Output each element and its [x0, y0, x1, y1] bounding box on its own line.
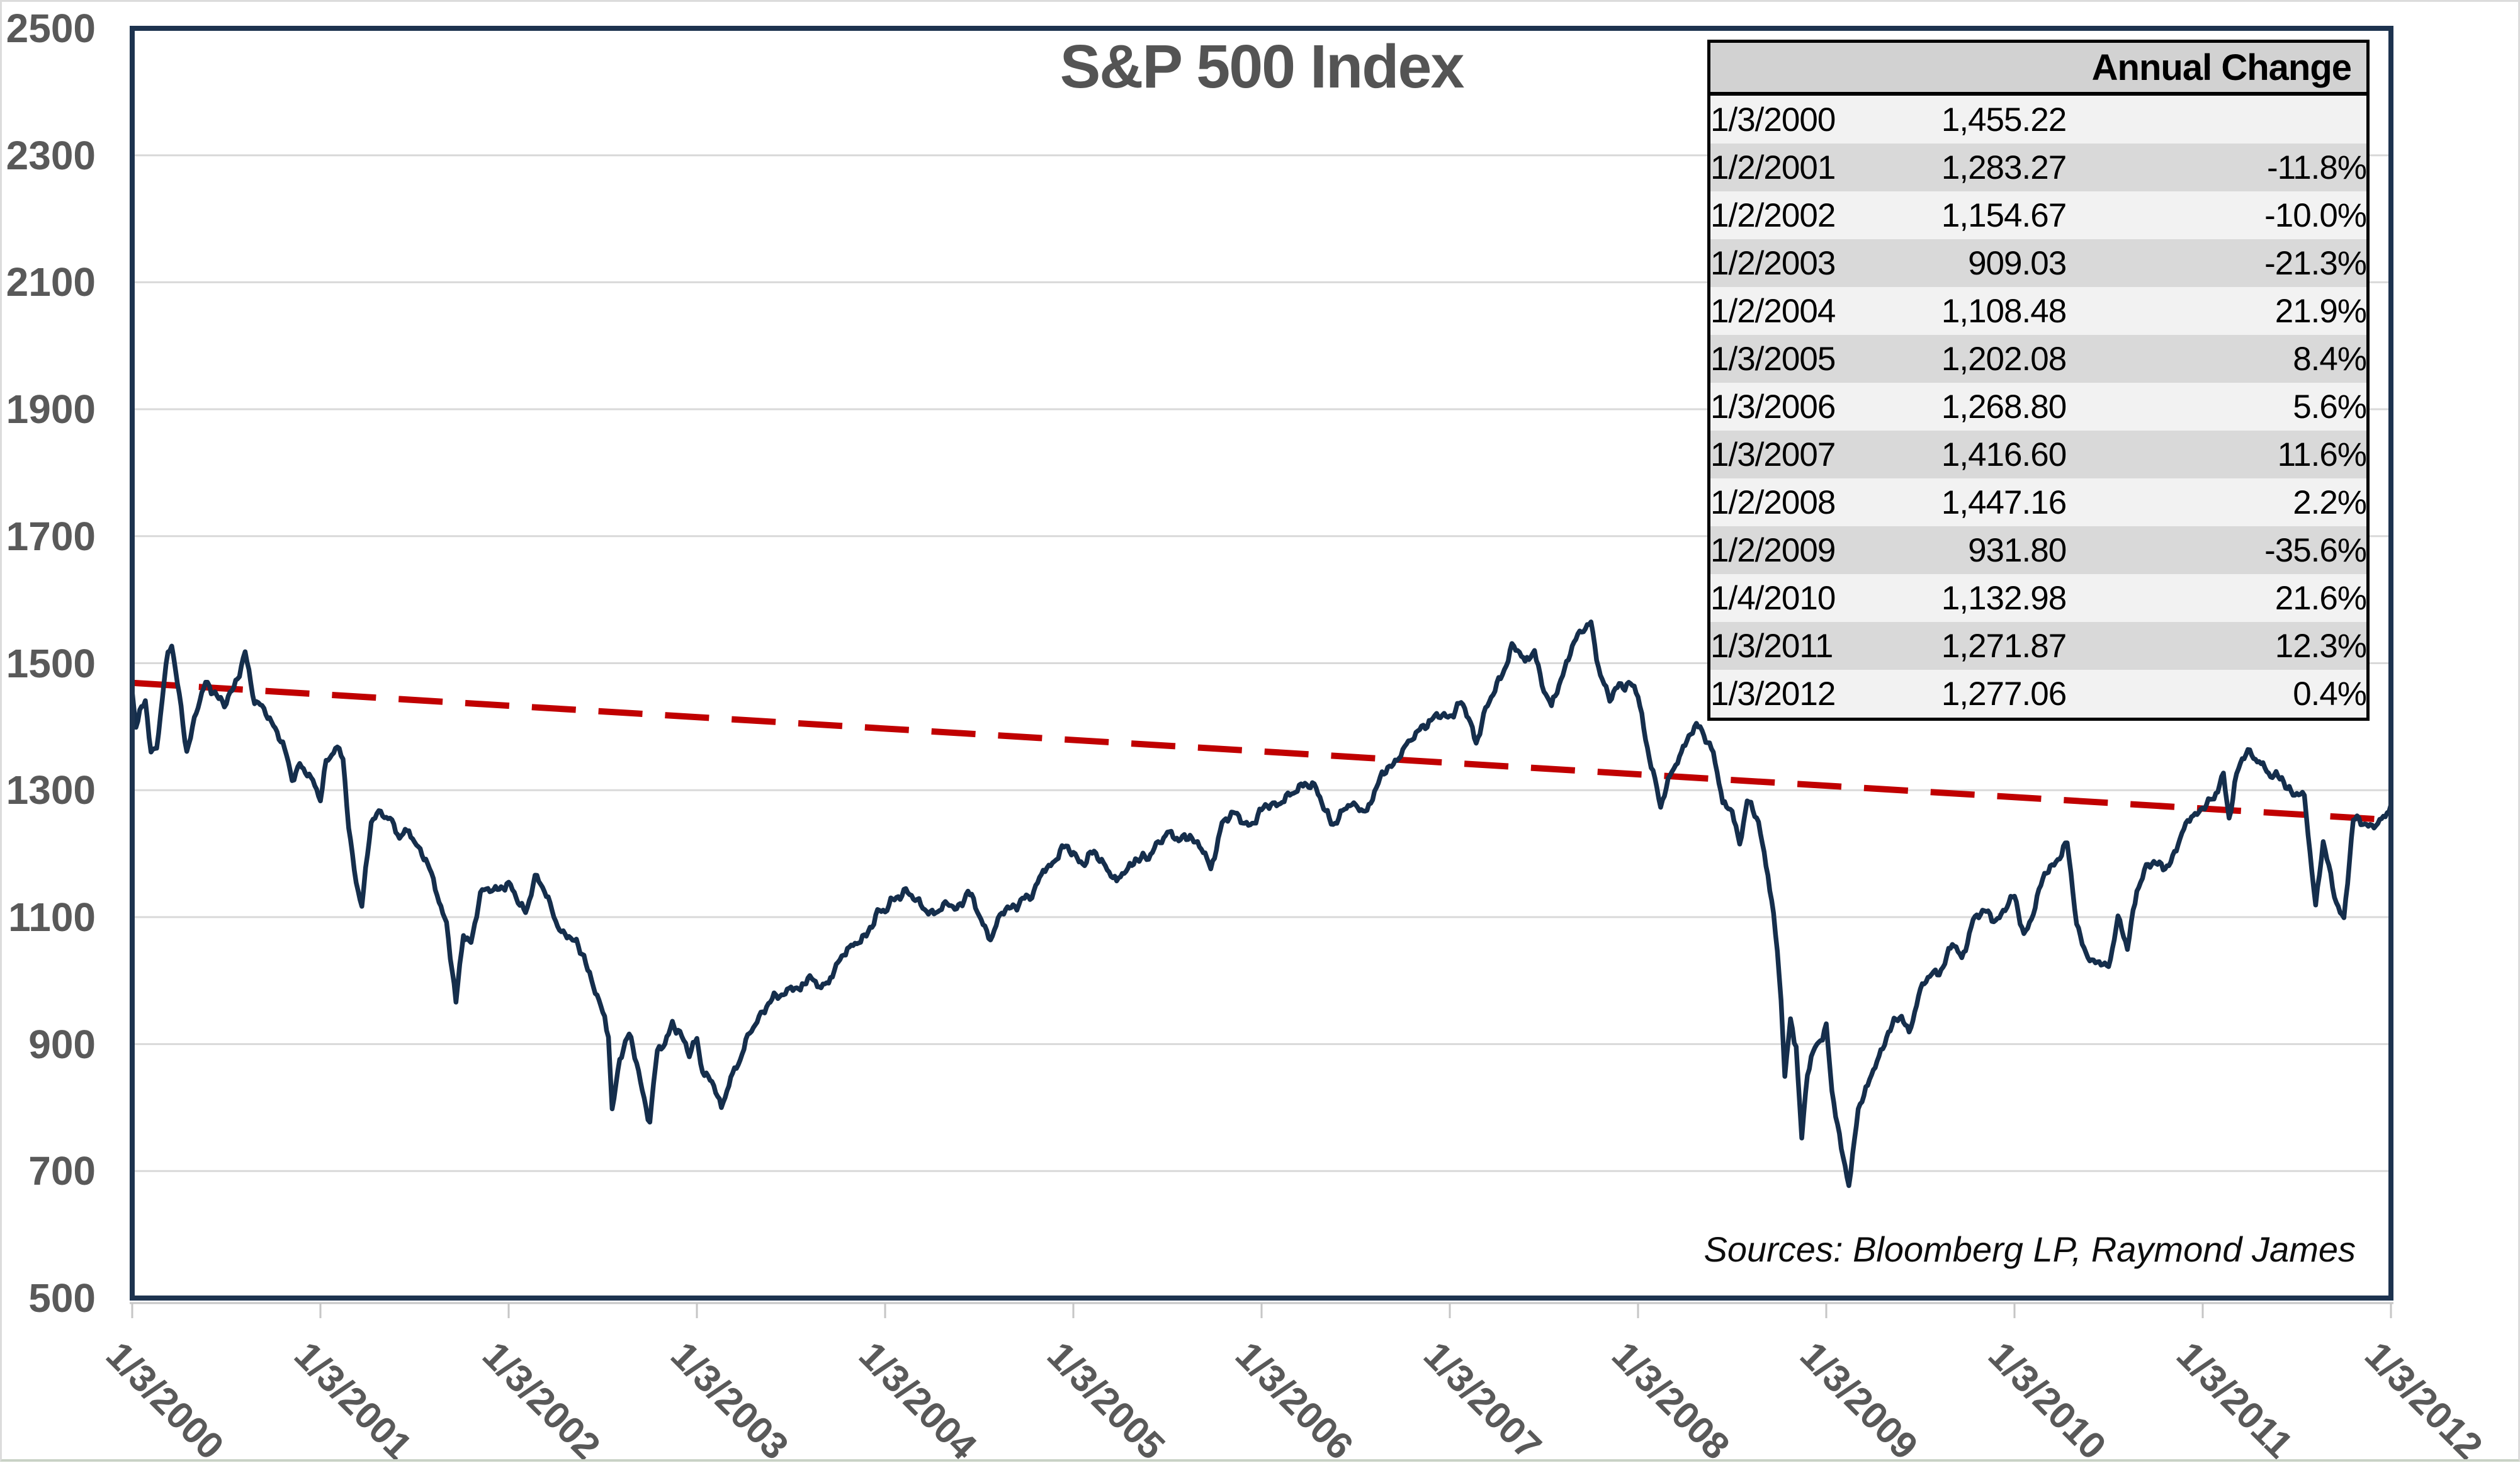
table-row: 1/3/2005 1,202.08 8.4%	[1709, 335, 2368, 383]
cell-date: 1/2/2009	[1709, 526, 1921, 574]
cell-change: 21.9%	[2066, 287, 2368, 335]
table-row: 1/3/2011 1,271.87 12.3%	[1709, 622, 2368, 670]
cell-change	[2066, 94, 2368, 144]
cell-change: 8.4%	[2066, 335, 2368, 383]
cell-change: 21.6%	[2066, 574, 2368, 622]
table-row: 1/2/2002 1,154.67 -10.0%	[1709, 191, 2368, 239]
cell-date: 1/2/2008	[1709, 478, 1921, 526]
table-row: 1/3/2012 1,277.06 0.4%	[1709, 670, 2368, 720]
annual-change-table: Annual Change 1/3/2000 1,455.22 1/2/2001 1,…	[1707, 40, 2370, 721]
y-axis-label-1500: 1500	[6, 640, 96, 686]
cell-change: -11.8%	[2066, 144, 2368, 191]
cell-change: 2.2%	[2066, 478, 2368, 526]
cell-change: 12.3%	[2066, 622, 2368, 670]
cell-value: 1,416.60	[1920, 431, 2067, 478]
table-row: 1/2/2004 1,108.48 21.9%	[1709, 287, 2368, 335]
cell-change: 0.4%	[2066, 670, 2368, 720]
plot-border	[130, 26, 2393, 1301]
cell-value: 1,202.08	[1920, 335, 2067, 383]
cell-date: 1/3/2000	[1709, 94, 1921, 144]
chart-title: S&P 500 Index	[1059, 32, 1465, 101]
y-axis-label-2100: 2100	[6, 259, 96, 305]
table-row: 1/3/2007 1,416.60 11.6%	[1709, 431, 2368, 478]
y-axis-label-1700: 1700	[6, 513, 96, 559]
cell-date: 1/3/2011	[1709, 622, 1921, 670]
cell-date: 1/2/2004	[1709, 287, 1921, 335]
cell-date: 1/4/2010	[1709, 574, 1921, 622]
cell-change: -21.3%	[2066, 239, 2368, 287]
trend-line	[132, 679, 2392, 823]
source-note: Sources: Bloomberg LP, Raymond James	[1704, 1229, 2356, 1269]
cell-change: 11.6%	[2066, 431, 2368, 478]
cell-value: 1,271.87	[1920, 622, 2067, 670]
cell-change: -10.0%	[2066, 191, 2368, 239]
cell-value: 1,132.98	[1920, 574, 2067, 622]
y-axis-label-1100: 1100	[8, 894, 96, 940]
cell-date: 1/3/2007	[1709, 431, 1921, 478]
cell-date: 1/2/2002	[1709, 191, 1921, 239]
cell-change: 5.6%	[2066, 383, 2368, 431]
y-axis-label-700: 700	[28, 1148, 96, 1194]
table-row: 1/2/2008 1,447.16 2.2%	[1709, 478, 2368, 526]
cell-value: 1,108.48	[1920, 287, 2067, 335]
cell-date: 1/2/2001	[1709, 144, 1921, 191]
table-row: 1/2/2009 931.80 -35.6%	[1709, 526, 2368, 574]
y-axis-label-2300: 2300	[6, 132, 96, 178]
cell-value: 1,277.06	[1920, 670, 2067, 720]
table-row: 1/4/2010 1,132.98 21.6%	[1709, 574, 2368, 622]
y-axis-label-900: 900	[28, 1021, 96, 1067]
cell-value: 1,283.27	[1920, 144, 2067, 191]
cell-value: 1,154.67	[1920, 191, 2067, 239]
table-header-cell: Annual Change	[1709, 41, 2368, 96]
table-row: 1/2/2003 909.03 -21.3%	[1709, 239, 2368, 287]
y-axis-label-2500: 2500	[6, 6, 96, 51]
y-axis-label-1300: 1300	[6, 767, 96, 813]
cell-value: 1,447.16	[1920, 478, 2067, 526]
cell-value: 1,455.22	[1920, 94, 2067, 144]
cell-value: 931.80	[1920, 526, 2067, 574]
table-header-row: Annual Change	[1709, 41, 2368, 96]
cell-date: 1/3/2012	[1709, 670, 1921, 720]
sp500-line	[130, 619, 2393, 1189]
y-axis-label-500: 500	[28, 1275, 96, 1321]
table-row: 1/2/2001 1,283.27 -11.8%	[1709, 144, 2368, 191]
table-row: 1/3/2006 1,268.80 5.6%	[1709, 383, 2368, 431]
y-axis-label-1900: 1900	[6, 387, 96, 432]
cell-value: 909.03	[1920, 239, 2067, 287]
cell-date: 1/2/2003	[1709, 239, 1921, 287]
cell-value: 1,268.80	[1920, 383, 2067, 431]
cell-date: 1/3/2006	[1709, 383, 1921, 431]
cell-date: 1/3/2005	[1709, 335, 1921, 383]
cell-change: -35.6%	[2066, 526, 2368, 574]
table-row: 1/3/2000 1,455.22	[1709, 94, 2368, 144]
